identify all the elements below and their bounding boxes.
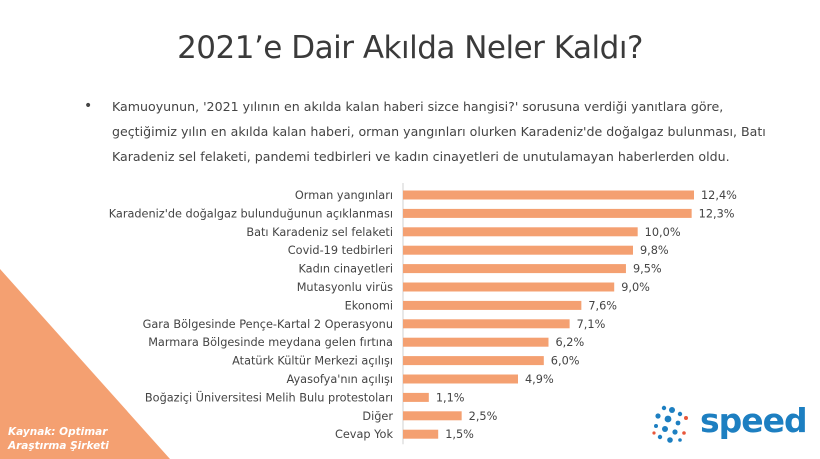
bar-4: [403, 264, 626, 274]
value-label-0: 12,4%: [701, 189, 737, 202]
logo-text: speed: [700, 401, 808, 440]
source-line-2: Araştırma Şirketi: [8, 440, 109, 452]
category-label-11: Boğaziçi Üniversitesi Melih Bulu protest…: [145, 391, 393, 404]
category-label-1: Karadeniz'de doğalgaz bulunduğunun açıkl…: [109, 207, 393, 220]
value-label-4: 9,5%: [633, 263, 662, 276]
value-label-9: 6,0%: [551, 355, 580, 368]
value-label-8: 6,2%: [556, 336, 585, 349]
category-label-7: Gara Bölgesinde Pençe-Kartal 2 Operasyon…: [143, 318, 393, 331]
bar-11: [403, 392, 429, 402]
page-title: 2021’e Dair Akılda Neler Kaldı?: [177, 30, 643, 66]
value-label-2: 10,0%: [645, 226, 681, 239]
value-label-12: 2,5%: [469, 410, 498, 423]
source-line-1: Kaynak: Optimar: [8, 426, 108, 438]
bar-7: [403, 319, 570, 329]
bullet-text: Kamuoyunun, '2021 yılının en akılda kala…: [112, 99, 766, 164]
category-label-12: Diğer: [362, 410, 393, 423]
category-label-9: Atatürk Kültür Merkezi açılışı: [232, 355, 393, 368]
speed-logo-icon: [652, 405, 688, 443]
bar-5: [403, 282, 615, 292]
category-label-8: Marmara Bölgesinde meydana gelen fırtına: [148, 336, 393, 349]
category-label-3: Covid-19 tedbirleri: [288, 244, 393, 257]
bar-6: [403, 300, 582, 310]
value-label-6: 7,6%: [588, 299, 617, 312]
value-label-10: 4,9%: [525, 373, 554, 386]
bar-13: [403, 429, 439, 439]
value-label-11: 1,1%: [436, 391, 465, 404]
category-label-0: Orman yangınları: [295, 189, 393, 202]
category-label-10: Ayasofya'nın açılışı: [287, 373, 393, 386]
category-label-13: Cevap Yok: [335, 428, 394, 441]
bar-10: [403, 374, 518, 384]
value-label-13: 1,5%: [445, 428, 474, 441]
value-label-7: 7,1%: [577, 318, 606, 331]
bar-0: [403, 190, 694, 200]
bullet-dot: •: [84, 98, 93, 114]
value-label-3: 9,8%: [640, 244, 669, 257]
bar-1: [403, 208, 692, 218]
value-label-5: 9,0%: [621, 281, 650, 294]
bar-2: [403, 227, 638, 237]
bar-8: [403, 337, 549, 347]
bar-12: [403, 411, 462, 421]
bullet-paragraph: • Kamuoyunun, '2021 yılının en akılda ka…: [84, 94, 774, 169]
source-note: Kaynak: Optimar Araştırma Şirketi: [8, 425, 109, 453]
bar-3: [403, 245, 633, 255]
value-label-1: 12,3%: [699, 207, 735, 220]
category-label-5: Mutasyonlu virüs: [297, 281, 393, 294]
category-label-2: Batı Karadeniz sel felaketi: [246, 226, 393, 239]
category-label-6: Ekonomi: [345, 299, 393, 312]
corner-decoration: [0, 269, 170, 459]
category-label-4: Kadın cinayetleri: [298, 263, 393, 276]
bar-9: [403, 356, 544, 366]
